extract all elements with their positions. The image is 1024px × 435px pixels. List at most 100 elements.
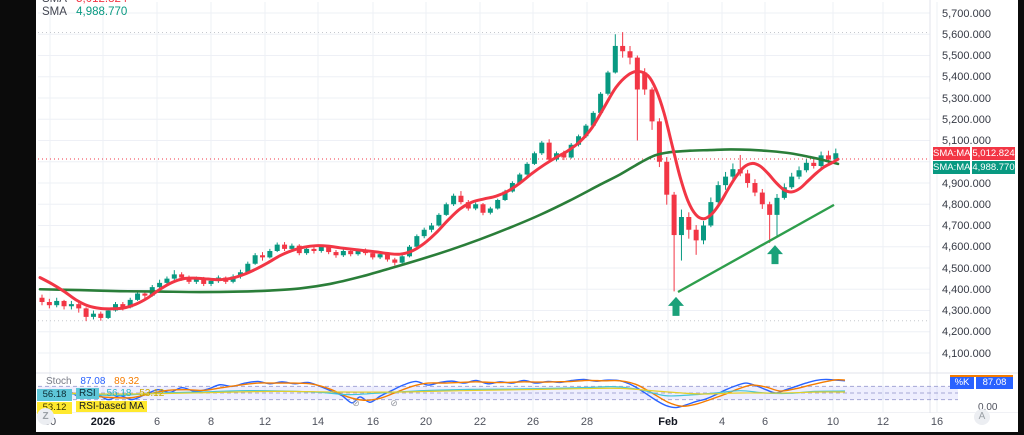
candle-body bbox=[517, 174, 523, 183]
candle-body bbox=[715, 185, 721, 203]
sma-fast-value: 5,012.824 bbox=[76, 0, 127, 5]
price-tick: 5,100.000 bbox=[942, 135, 991, 147]
sma-slow-badge-label: SMA:MA bbox=[933, 161, 971, 174]
candle-body bbox=[274, 244, 280, 251]
candle-body bbox=[201, 278, 207, 284]
candle-body bbox=[384, 254, 390, 260]
price-tick: 5,200.000 bbox=[942, 113, 991, 126]
candle-body bbox=[54, 300, 60, 306]
window-frame-left bbox=[0, 0, 36, 435]
candle-body bbox=[414, 236, 420, 247]
sma-fast-price-badge: SMA:MA 5,012.824 bbox=[933, 147, 1015, 160]
buy-arrow-icon[interactable] bbox=[668, 296, 684, 316]
price-tick: 5,500.000 bbox=[942, 50, 991, 62]
candle-body bbox=[421, 229, 427, 237]
candle-body bbox=[252, 255, 258, 264]
candle-body bbox=[473, 204, 479, 209]
candle-body bbox=[612, 45, 618, 73]
window-frame-bottom bbox=[0, 432, 1024, 435]
time-tick: 12 bbox=[876, 416, 890, 428]
sma-slow-line bbox=[38, 148, 840, 294]
price-tick: 5,400.000 bbox=[942, 71, 991, 84]
time-tick: 16 bbox=[366, 416, 380, 428]
sma-slow-badge-value: 4,988.770 bbox=[972, 161, 1015, 174]
rsi-scale-badge: 56.18 bbox=[37, 389, 72, 401]
candle-body bbox=[436, 214, 442, 226]
candle-body bbox=[781, 187, 787, 198]
sma-slow-value: 4,988.770 bbox=[76, 6, 128, 18]
timezone-button[interactable]: A bbox=[974, 409, 990, 425]
rsi-ma-legend-row[interactable]: RSI-based MA bbox=[76, 401, 148, 413]
candle-body bbox=[333, 252, 339, 256]
candle-body bbox=[561, 153, 567, 158]
trendline[interactable] bbox=[677, 203, 835, 294]
candle-body bbox=[539, 142, 545, 154]
indicator-line bbox=[41, 387, 846, 395]
sma-slow-label: SMA bbox=[42, 6, 67, 18]
candle-body bbox=[311, 248, 317, 251]
candle-body bbox=[370, 253, 376, 258]
candle-body bbox=[326, 246, 332, 253]
candle-body bbox=[642, 72, 648, 90]
time-tick: 10 bbox=[826, 416, 840, 428]
candle-body bbox=[340, 251, 346, 256]
candle-body bbox=[487, 208, 493, 213]
candle-body bbox=[120, 304, 126, 308]
candle-body bbox=[634, 57, 640, 90]
candle-body bbox=[157, 282, 163, 288]
price-tick: 4,300.000 bbox=[942, 305, 991, 317]
time-tick: 14 bbox=[311, 416, 325, 428]
candle-body bbox=[90, 313, 96, 317]
logo-badge[interactable]: Z bbox=[37, 408, 54, 425]
candle-body bbox=[649, 89, 655, 122]
time-tick: 26 bbox=[526, 416, 540, 428]
candle-body bbox=[627, 51, 633, 58]
time-tick: 28 bbox=[580, 416, 594, 428]
null-marker-icon: ⊘ bbox=[352, 398, 360, 408]
candle-body bbox=[583, 125, 589, 137]
time-tick: 20 bbox=[419, 416, 433, 428]
candle-body bbox=[502, 191, 508, 200]
candle-body bbox=[590, 112, 596, 126]
price-axis[interactable]: 5,700.000 5,600.000 5,500.000 5,400.000 5,30… bbox=[930, 0, 1018, 413]
candle-body bbox=[531, 153, 537, 164]
candle-body bbox=[759, 192, 765, 205]
candle-body bbox=[164, 278, 170, 283]
candle-body bbox=[348, 251, 354, 255]
candle-body bbox=[546, 142, 552, 160]
stoch-d-value: 89.32 bbox=[114, 376, 140, 387]
sma-legend[interactable]: SMA 5,012.824 SMA 4,988.770 bbox=[42, 0, 127, 19]
candle-body bbox=[576, 136, 582, 145]
sma-fast-legend-row[interactable]: SMA 5,012.824 bbox=[42, 0, 127, 6]
time-tick: 8 bbox=[207, 416, 215, 428]
price-tick: 4,900.000 bbox=[942, 177, 991, 190]
rsi-legend-row[interactable]: RSI 56.18 53.12 bbox=[76, 388, 164, 400]
candle-body bbox=[730, 169, 736, 177]
candle-body bbox=[61, 300, 67, 307]
stoch-k-badge-label: %K bbox=[950, 377, 974, 389]
sma-fast-badge-value: 5,012.824 bbox=[972, 147, 1015, 160]
price-tick: 4,100.000 bbox=[942, 347, 991, 360]
candle-body bbox=[598, 93, 604, 113]
null-marker-icon: ⊘ bbox=[390, 398, 398, 408]
time-axis[interactable]: 3020266812141620222628Feb46101216 bbox=[0, 413, 1024, 433]
time-tick: 6 bbox=[761, 416, 769, 428]
candle-body bbox=[656, 121, 662, 162]
candle-body bbox=[186, 277, 192, 282]
time-tick: 4 bbox=[718, 416, 726, 428]
candle-body bbox=[678, 217, 684, 236]
stoch-legend-row[interactable]: Stoch 87.08 89.32 bbox=[46, 376, 139, 388]
rsi-band bbox=[38, 386, 958, 400]
candle-body bbox=[524, 163, 530, 175]
candle-body bbox=[105, 310, 111, 318]
candle-body bbox=[76, 304, 82, 309]
sma-slow-legend-row[interactable]: SMA 4,988.770 bbox=[42, 6, 127, 19]
time-tick: 2026 bbox=[90, 416, 116, 428]
candle-body bbox=[480, 204, 486, 213]
candle-body bbox=[495, 200, 501, 209]
candle-body bbox=[377, 254, 383, 258]
price-tick: 4,200.000 bbox=[942, 326, 991, 339]
candle-body bbox=[68, 304, 74, 307]
buy-arrow-icon[interactable] bbox=[767, 245, 783, 265]
